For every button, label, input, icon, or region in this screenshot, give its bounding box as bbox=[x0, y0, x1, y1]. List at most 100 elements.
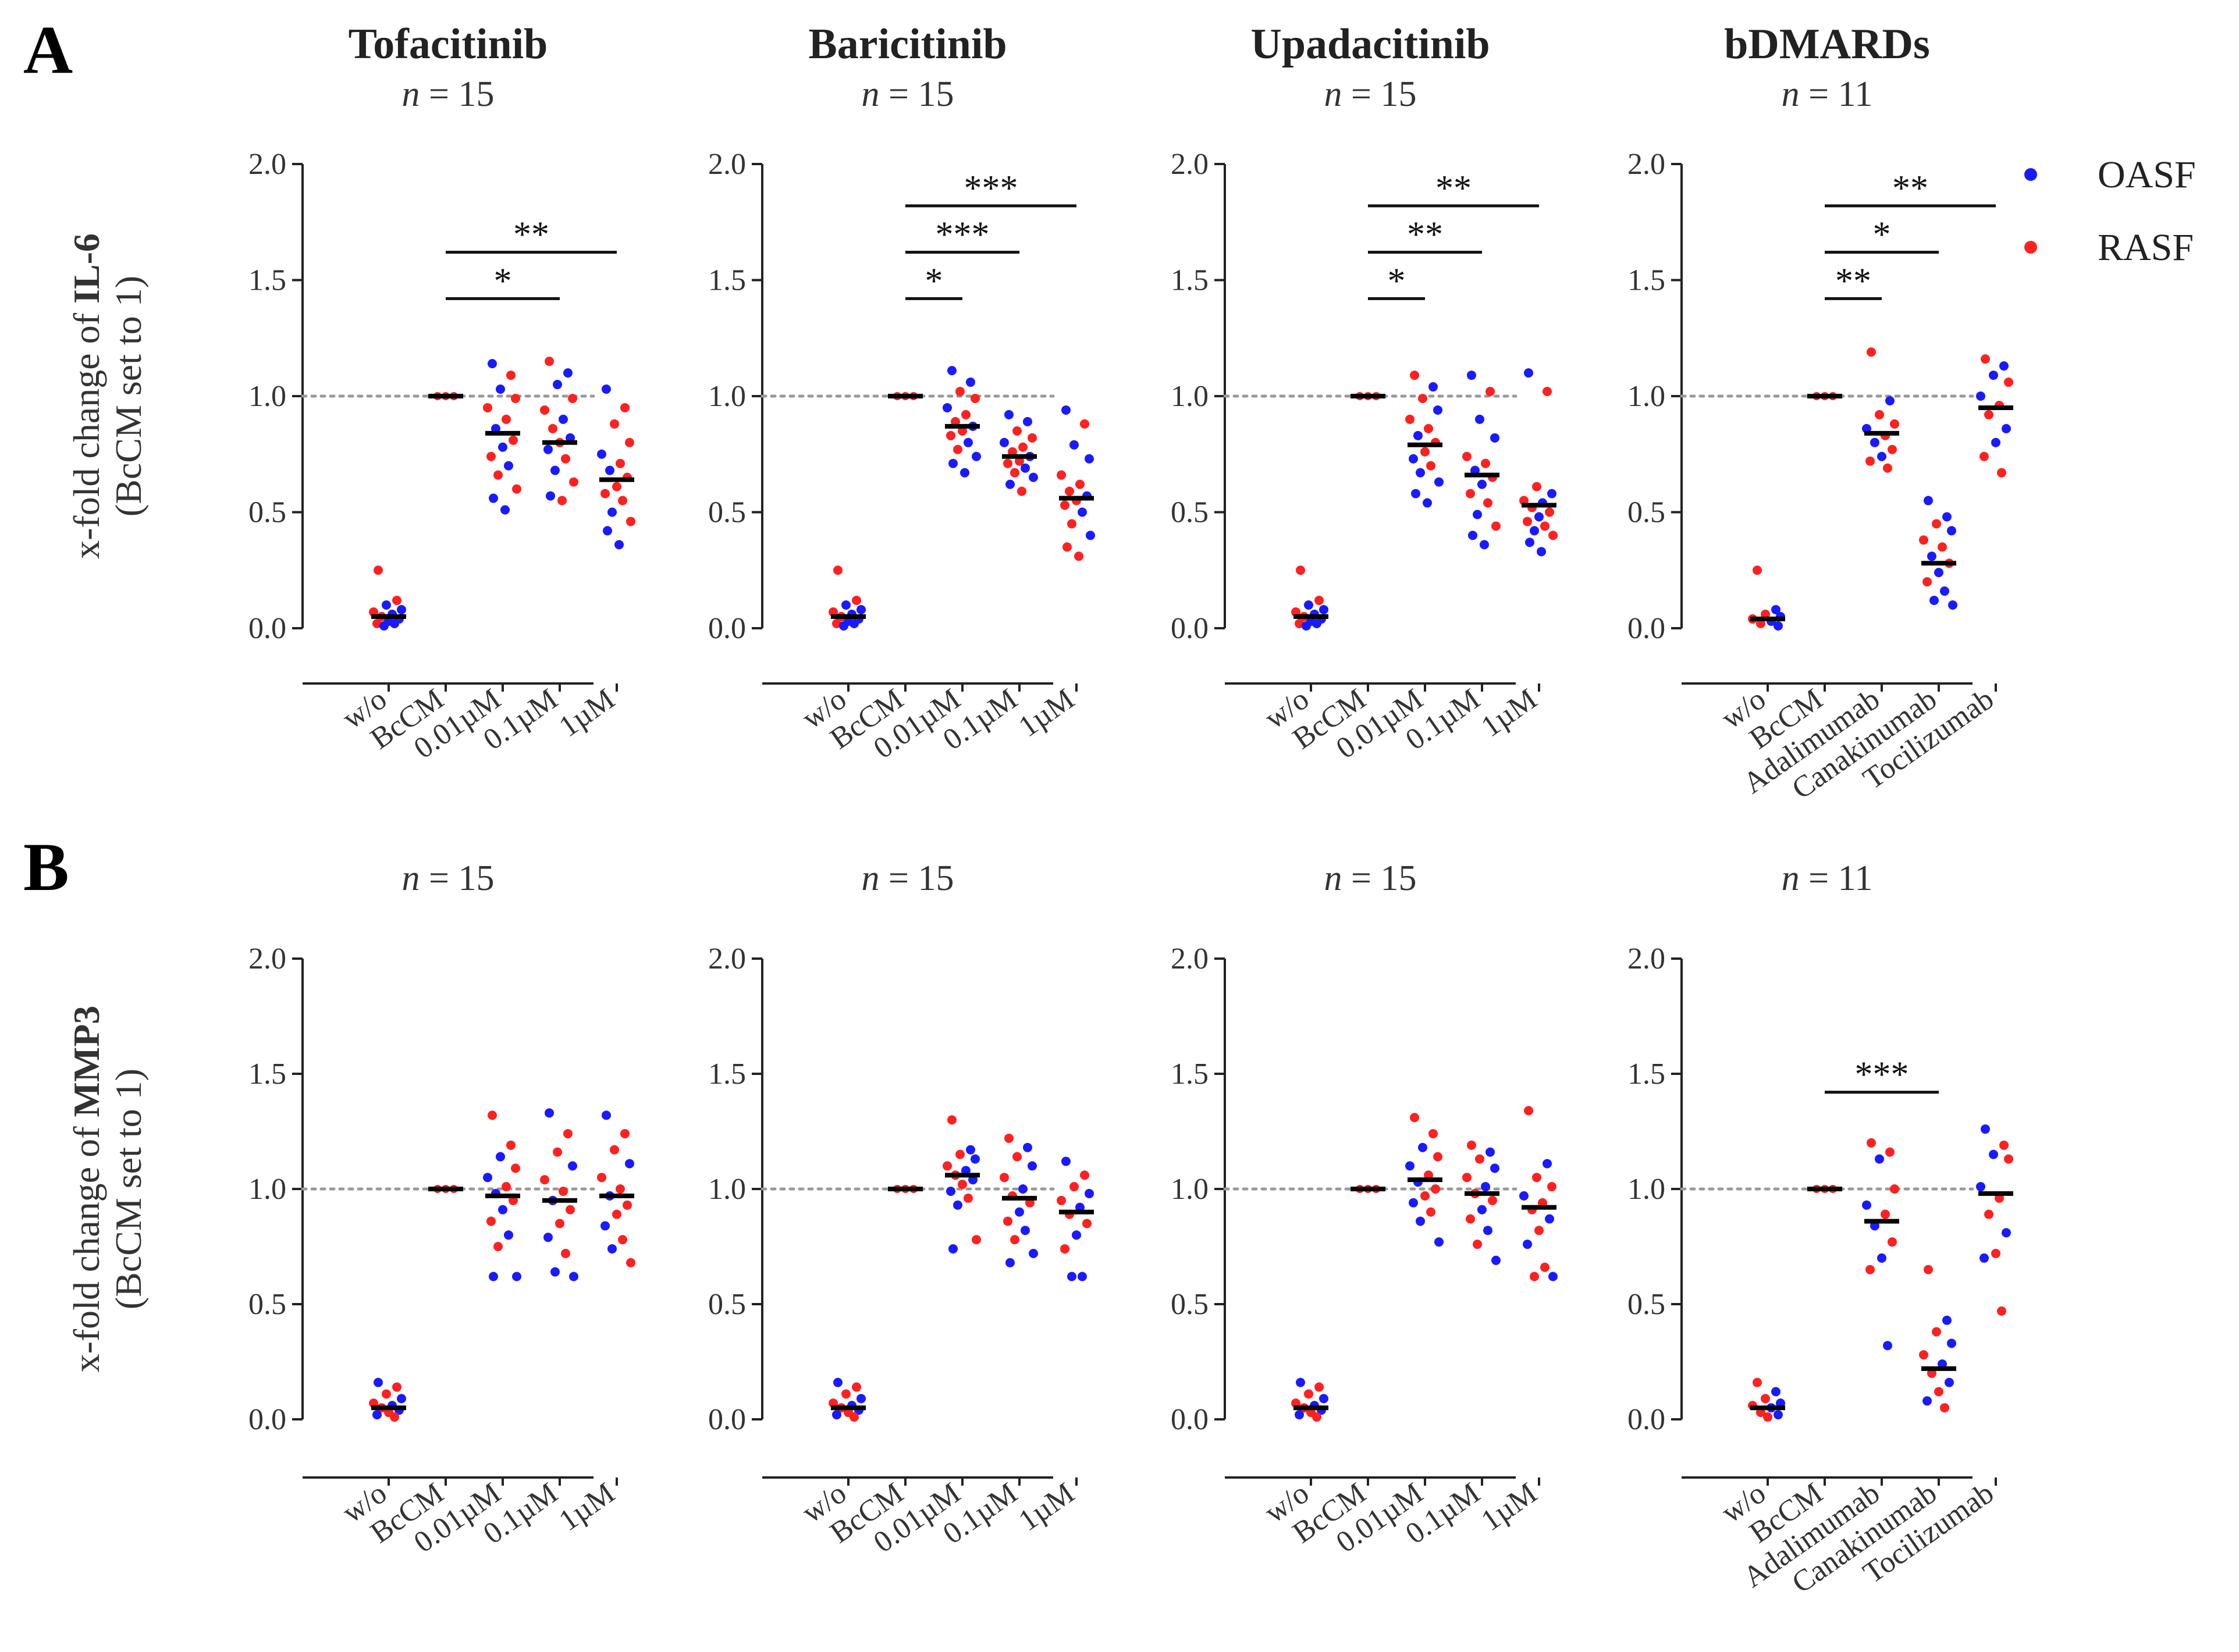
data-point bbox=[856, 1394, 866, 1404]
data-point bbox=[1485, 1147, 1495, 1157]
sample-size-label: n = 11 bbox=[1782, 74, 1873, 114]
data-point bbox=[1061, 1156, 1071, 1166]
data-point bbox=[1540, 1262, 1549, 1272]
data-point bbox=[1997, 468, 2006, 478]
data-point bbox=[2004, 1154, 2013, 1164]
data-point bbox=[1434, 1237, 1444, 1247]
data-point bbox=[489, 1272, 498, 1281]
data-point bbox=[1532, 1173, 1541, 1183]
data-point bbox=[1753, 565, 1762, 575]
significance-label: * bbox=[1873, 215, 1891, 255]
data-point bbox=[1947, 526, 1956, 536]
data-point bbox=[1547, 1182, 1556, 1192]
y-tick-label: 0.0 bbox=[1171, 1403, 1209, 1436]
data-point bbox=[1302, 621, 1311, 631]
data-point bbox=[1015, 1207, 1024, 1217]
data-point bbox=[1468, 531, 1477, 540]
y-tick-label: 2.0 bbox=[708, 148, 746, 181]
data-point bbox=[832, 1410, 841, 1420]
data-point bbox=[1524, 368, 1533, 378]
data-point bbox=[1010, 468, 1019, 478]
data-point bbox=[1984, 1209, 1993, 1219]
data-point bbox=[1433, 1152, 1442, 1162]
data-point bbox=[1023, 1142, 1032, 1152]
data-point bbox=[1547, 489, 1556, 499]
data-point bbox=[390, 619, 399, 629]
data-point bbox=[1005, 1258, 1015, 1268]
data-point bbox=[559, 414, 568, 424]
data-point bbox=[1416, 1216, 1425, 1226]
data-point bbox=[1420, 1191, 1430, 1201]
sample-size-label: n = 15 bbox=[1324, 859, 1417, 898]
data-point bbox=[1021, 463, 1030, 473]
n-symbol: n bbox=[862, 859, 880, 898]
data-point bbox=[955, 1149, 965, 1159]
data-point bbox=[488, 359, 497, 369]
data-point bbox=[511, 393, 520, 403]
data-point bbox=[496, 384, 505, 394]
y-axis-title: x-fold change of MMP3 bbox=[66, 1006, 107, 1373]
data-point bbox=[509, 435, 518, 445]
data-point bbox=[1426, 1207, 1435, 1217]
data-point bbox=[483, 1173, 492, 1183]
data-point bbox=[1888, 444, 1897, 454]
data-point bbox=[493, 1242, 503, 1251]
data-point bbox=[569, 477, 578, 487]
data-point bbox=[568, 393, 577, 403]
data-point bbox=[1537, 547, 1546, 557]
data-point bbox=[2002, 423, 2011, 433]
data-point bbox=[1981, 1124, 1990, 1134]
data-point bbox=[1426, 461, 1435, 471]
data-point bbox=[1753, 1377, 1762, 1387]
n-symbol: n bbox=[1782, 74, 1800, 114]
data-point bbox=[1947, 1338, 1956, 1348]
data-point bbox=[1883, 463, 1892, 473]
data-point bbox=[964, 437, 973, 447]
data-point bbox=[1296, 1377, 1305, 1387]
y-tick-label: 2.0 bbox=[1171, 148, 1209, 181]
data-point bbox=[1940, 1403, 1949, 1413]
data-point bbox=[1428, 1128, 1438, 1138]
data-point bbox=[545, 1108, 554, 1118]
data-point bbox=[1004, 1133, 1014, 1143]
significance-label: ** bbox=[513, 215, 549, 255]
data-point bbox=[1890, 1184, 1899, 1194]
data-point bbox=[946, 1186, 955, 1196]
y-tick-label: 0.5 bbox=[708, 496, 746, 529]
data-point bbox=[1488, 1195, 1497, 1205]
data-point bbox=[1418, 393, 1427, 403]
data-point bbox=[1534, 1226, 1544, 1236]
data-point bbox=[850, 619, 859, 629]
data-point bbox=[1922, 577, 1932, 587]
data-point bbox=[856, 605, 866, 615]
data-point bbox=[1017, 486, 1026, 496]
significance-label: * bbox=[494, 261, 512, 301]
data-point bbox=[1312, 1412, 1321, 1422]
data-point bbox=[1000, 1173, 1009, 1183]
data-point bbox=[496, 1152, 505, 1162]
data-point bbox=[1938, 542, 1947, 552]
data-point bbox=[1462, 1173, 1472, 1183]
data-point bbox=[1865, 456, 1875, 466]
data-point bbox=[841, 600, 851, 610]
y-tick-label: 1.0 bbox=[708, 380, 746, 413]
data-point bbox=[1942, 1315, 1952, 1325]
data-point bbox=[833, 1377, 843, 1387]
x-category-label: 1µM bbox=[553, 682, 620, 743]
y-tick-label: 1.5 bbox=[1627, 264, 1665, 297]
data-point bbox=[1475, 414, 1484, 424]
data-point bbox=[489, 493, 498, 503]
data-point bbox=[379, 621, 389, 631]
data-point bbox=[1922, 1396, 1932, 1406]
data-point bbox=[1771, 1387, 1780, 1397]
data-point bbox=[1060, 1244, 1069, 1254]
data-point bbox=[1763, 1412, 1772, 1422]
data-point bbox=[1483, 1226, 1492, 1236]
legend: OASF RASF bbox=[2024, 154, 2196, 269]
data-point bbox=[1524, 1106, 1533, 1116]
y-tick-label: 1.5 bbox=[1171, 264, 1209, 297]
data-point bbox=[1865, 1265, 1875, 1274]
data-point bbox=[392, 596, 401, 606]
n-value: = 15 bbox=[420, 859, 495, 898]
data-point bbox=[1774, 621, 1783, 631]
